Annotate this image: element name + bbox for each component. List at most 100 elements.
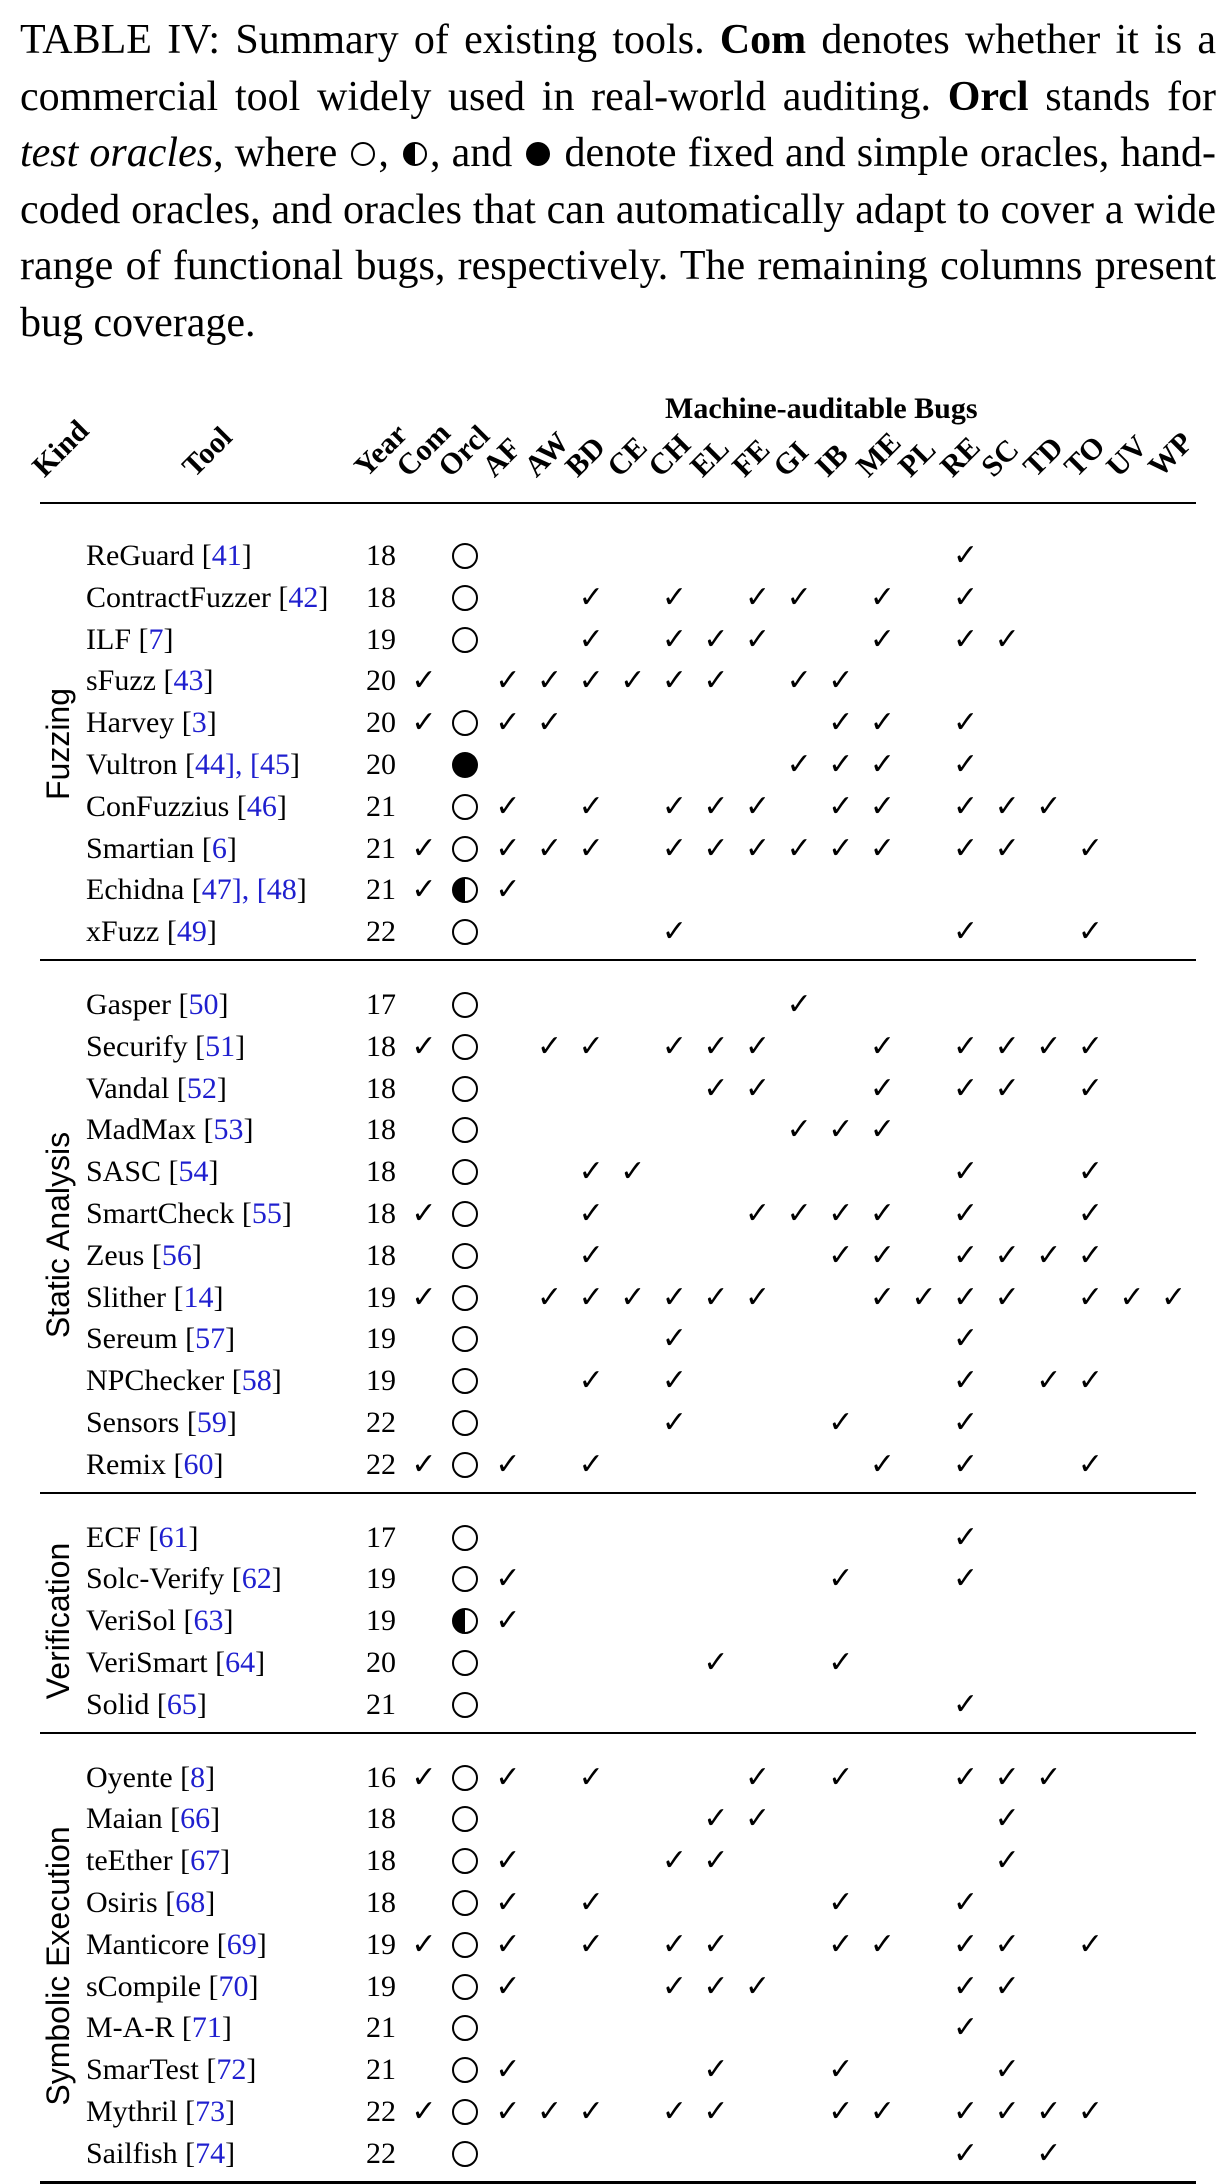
citation-link[interactable]: 67 (190, 1844, 221, 1878)
citation-link[interactable]: 73 (195, 2094, 226, 2128)
citation-link[interactable]: 57 (195, 1322, 226, 1356)
citation-link[interactable]: 69 (226, 1927, 257, 1961)
tool-cell: ReGuard [41] (86, 538, 252, 572)
citation-link[interactable]: 68 (175, 1885, 206, 1919)
bug-check-icon: ✓ (620, 1279, 646, 1315)
bug-check-icon: ✓ (745, 579, 771, 615)
tool-name: Solc-Verify (86, 1562, 232, 1596)
citation-link[interactable]: 43 (173, 664, 204, 698)
bug-check-icon: ✓ (869, 1195, 895, 1231)
citation-link[interactable]: 50 (188, 987, 219, 1021)
citation-link[interactable]: 41 (211, 538, 242, 572)
empty-circle-icon (452, 1159, 478, 1186)
citation-link[interactable]: 53 (213, 1113, 244, 1147)
tool-cell: Harvey [3] (86, 706, 217, 740)
citation-link[interactable]: 62 (241, 1562, 272, 1596)
citation-link[interactable]: 46 (246, 789, 277, 823)
bug-check-icon: ✓ (1036, 2093, 1062, 2129)
bug-check-icon: ✓ (953, 1028, 979, 1064)
citation-link[interactable]: 51 (205, 1029, 236, 1063)
table-rule (40, 1491, 1196, 1494)
bug-check-icon: ✓ (578, 1446, 604, 1482)
bug-check-icon: ✓ (495, 1561, 521, 1597)
bug-check-icon: ✓ (703, 1028, 729, 1064)
citation-link[interactable]: 56 (161, 1238, 192, 1272)
tool-name: SmartCheck (86, 1196, 242, 1230)
bug-check-icon: ✓ (953, 579, 979, 615)
citation-link[interactable]: 66 (180, 1802, 211, 1836)
caption-text: stands for (1028, 73, 1216, 120)
citation-link[interactable]: 58 (241, 1364, 272, 1398)
citation-link[interactable]: 55 (251, 1196, 282, 1230)
bug-check-icon: ✓ (661, 1926, 687, 1962)
bug-check-icon: ✓ (537, 705, 563, 741)
empty-circle-icon (452, 2140, 478, 2167)
bug-check-icon: ✓ (703, 1279, 729, 1315)
bug-check-icon: ✓ (745, 1279, 771, 1315)
empty-circle-icon (452, 793, 478, 820)
bug-check-icon: ✓ (703, 663, 729, 699)
tool-name: Echidna (86, 873, 192, 907)
citation-link[interactable]: 60 (183, 1447, 214, 1481)
bug-check-icon: ✓ (994, 1968, 1020, 2004)
bug-check-icon: ✓ (495, 872, 521, 908)
year-cell: 18 (366, 538, 396, 572)
bug-check-icon: ✓ (661, 1968, 687, 2004)
bug-check-icon: ✓ (994, 2093, 1020, 2129)
bug-check-icon: ✓ (953, 746, 979, 782)
citation-link[interactable]: 71 (191, 2011, 222, 2045)
citation-link[interactable]: 65 (166, 1687, 197, 1721)
citation-link[interactable]: 59 (196, 1405, 227, 1439)
citation-link[interactable]: 70 (218, 1969, 249, 2003)
header-tool: Tool (175, 420, 239, 484)
year-cell: 18 (366, 1196, 396, 1230)
tool-cell: sCompile [70] (86, 1969, 259, 2003)
citation-link[interactable]: 47], [48 (201, 873, 297, 907)
empty-circle-icon (452, 1649, 478, 1676)
empty-circle-icon (452, 1326, 478, 1353)
citation-link[interactable]: 54 (178, 1155, 209, 1189)
citation-link[interactable]: 44], [45 (195, 747, 291, 781)
citation-link[interactable]: 52 (186, 1071, 217, 1105)
tool-cell: Mythril [73] (86, 2094, 236, 2128)
citation-link[interactable]: 6 (211, 831, 227, 865)
filled-circle-icon (452, 751, 478, 778)
tool-cell: Sereum [57] (86, 1322, 236, 1356)
citation-link[interactable]: 49 (176, 915, 207, 949)
citation-link[interactable]: 72 (216, 2053, 247, 2087)
table-rule (40, 959, 1196, 961)
table-rule (40, 2180, 1196, 2184)
citation-link[interactable]: 74 (195, 2136, 226, 2170)
citation-link[interactable]: 61 (158, 1520, 189, 1554)
tool-name: Slither (86, 1280, 174, 1314)
bug-check-icon: ✓ (786, 986, 812, 1022)
bug-check-icon: ✓ (578, 1759, 604, 1795)
tool-cell: ECF [61] (86, 1520, 199, 1554)
bug-check-icon: ✓ (828, 2093, 854, 2129)
bug-check-icon: ✓ (828, 1884, 854, 1920)
tool-name: sCompile (86, 1969, 209, 2003)
citation-link[interactable]: 63 (193, 1604, 224, 1638)
year-cell: 16 (366, 1760, 396, 1794)
bug-check-icon: ✓ (495, 2093, 521, 2129)
citation-link[interactable]: 3 (191, 706, 207, 740)
bug-check-icon: ✓ (578, 663, 604, 699)
com-check-icon: ✓ (411, 663, 437, 699)
year-cell: 22 (366, 2094, 396, 2128)
bug-check-icon: ✓ (661, 2093, 687, 2129)
bug-check-icon: ✓ (994, 830, 1020, 866)
citation-link[interactable]: 42 (288, 580, 319, 614)
year-cell: 21 (366, 1687, 396, 1721)
tool-cell: VeriSol [63] (86, 1604, 234, 1638)
bug-check-icon: ✓ (828, 1759, 854, 1795)
tool-name: Mythril (86, 2094, 186, 2128)
com-check-icon: ✓ (411, 1759, 437, 1795)
citation-link[interactable]: 64 (225, 1645, 256, 1679)
bug-check-icon: ✓ (953, 1279, 979, 1315)
citation-link[interactable]: 7 (148, 622, 164, 656)
bug-check-icon: ✓ (953, 1686, 979, 1722)
citation-link[interactable]: 14 (183, 1280, 214, 1314)
bug-check-icon: ✓ (911, 1279, 937, 1315)
citation-link[interactable]: 8 (190, 1760, 206, 1794)
bug-check-icon: ✓ (578, 1195, 604, 1231)
